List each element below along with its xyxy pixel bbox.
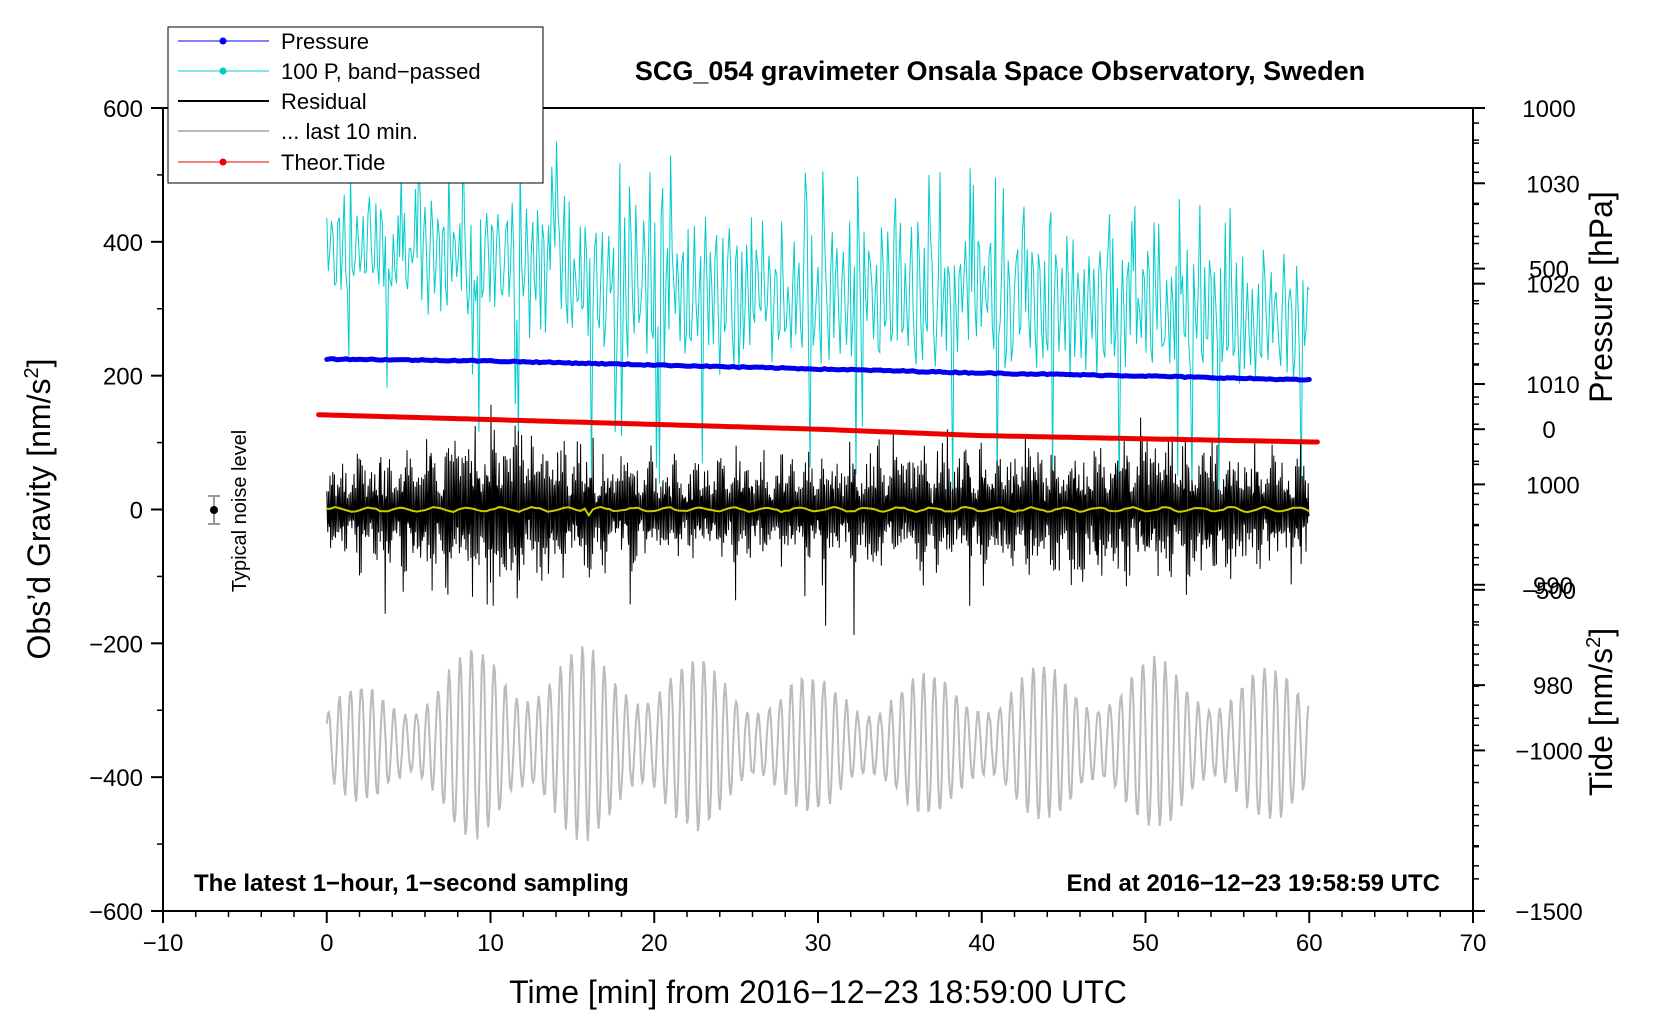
legend-entry-pressure: Pressure — [178, 29, 369, 54]
legend-entry-bandpassed: 100 P, band−passed — [178, 59, 481, 84]
y-tick-label: 200 — [103, 364, 143, 391]
chart-title: SCG_054 gravimeter Onsala Space Observat… — [635, 56, 1365, 86]
x-tick-label: 20 — [641, 930, 668, 957]
legend-dot-bandpassed — [219, 67, 227, 75]
note-end-time: End at 2016−12−23 19:58:59 UTC — [1066, 870, 1440, 897]
ticks-layer: −10 0 10 20 30 40 50 60 70−600−400−2000200400600… — [89, 96, 1583, 957]
y-tick-label: −200 — [89, 631, 143, 658]
legend-label-residual: Residual — [281, 89, 367, 114]
x-tick-label: 10 — [477, 930, 504, 957]
tide-tick-label: −500 — [1522, 578, 1576, 605]
pressure-tick-label: 1030 — [1526, 171, 1579, 198]
smoothed-residual-line — [326, 505, 1310, 518]
tide-axis-label-end: ] — [1583, 628, 1619, 637]
pressure-tick-label: 980 — [1533, 673, 1573, 700]
pressure-line — [324, 356, 1312, 383]
y-tick-label: −400 — [89, 765, 143, 792]
tide-tick-label: 0 — [1542, 417, 1555, 444]
x-tick-label: 60 — [1296, 930, 1323, 957]
legend-dot-pressure — [219, 37, 227, 45]
pressure-tick-label: 1020 — [1526, 272, 1579, 299]
legend-label-bandpassed: 100 P, band−passed — [281, 59, 481, 84]
residual-line — [326, 404, 1310, 636]
x-tick-label: 50 — [1132, 930, 1159, 957]
y-axis-label: Obs’d Gravity [nm/s2] — [21, 359, 57, 660]
legend-box — [167, 26, 544, 184]
y-axis-label-end: ] — [21, 359, 57, 368]
pressure-tick-label: 990 — [1533, 573, 1573, 600]
pressure-tick-label: 1010 — [1526, 372, 1579, 399]
tide-axis-label: Tide [nm/s2] — [1583, 628, 1619, 796]
legend-entry-residual: Residual — [178, 89, 367, 114]
legend-label-pressure: Pressure — [281, 29, 369, 54]
tide-tick-label: −1500 — [1515, 899, 1582, 926]
last-10-min-line — [325, 646, 1310, 842]
tide-axis-label-sup: 2 — [1583, 637, 1605, 648]
x-tick-label: 40 — [968, 930, 995, 957]
bandpassed-pressure-line — [326, 141, 1310, 495]
legend-entry-last10: ... last 10 min. — [178, 119, 418, 144]
legend-label-tide: Theor.Tide — [281, 150, 385, 175]
x-tick-label: −10 — [143, 930, 184, 957]
x-axis-label: Time [min] from 2016−12−23 18:59:00 UTC — [509, 974, 1127, 1010]
noise-marker — [210, 506, 218, 514]
legend: Pressure 100 P, band−passed Residual ...… — [167, 26, 544, 184]
y-tick-label: 0 — [130, 498, 143, 525]
legend-dot-tide — [219, 158, 227, 166]
y-tick-label: 400 — [103, 230, 143, 257]
noise-level-label: Typical noise level — [229, 430, 251, 592]
legend-entry-tide: Theor.Tide — [178, 150, 385, 175]
noise-level-indicator: Typical noise level — [208, 430, 251, 592]
y-axis-label-sup: 2 — [21, 367, 43, 378]
tide-tick-label: −1000 — [1515, 738, 1582, 765]
y-axis-label-main: Obs’d Gravity [nm/s — [21, 379, 57, 660]
y-tick-label: 600 — [103, 96, 143, 123]
series-layer — [316, 141, 1320, 842]
x-tick-label: 70 — [1460, 930, 1487, 957]
legend-label-last10: ... last 10 min. — [281, 119, 418, 144]
x-tick-label: 30 — [805, 930, 832, 957]
note-latest-hour: The latest 1−hour, 1−second sampling — [194, 870, 629, 897]
pressure-axis-label: Pressure [hPa] — [1583, 191, 1619, 403]
tide-tick-label: 1000 — [1522, 96, 1575, 123]
x-tick-label: 0 — [320, 930, 333, 957]
tide-tick-label: 500 — [1529, 257, 1569, 284]
pressure-tick-label: 1000 — [1526, 472, 1579, 499]
tide-axis-label-main: Tide [nm/s — [1583, 648, 1619, 796]
y-tick-label: −600 — [89, 899, 143, 926]
theoretical-tide-line — [316, 412, 1320, 445]
